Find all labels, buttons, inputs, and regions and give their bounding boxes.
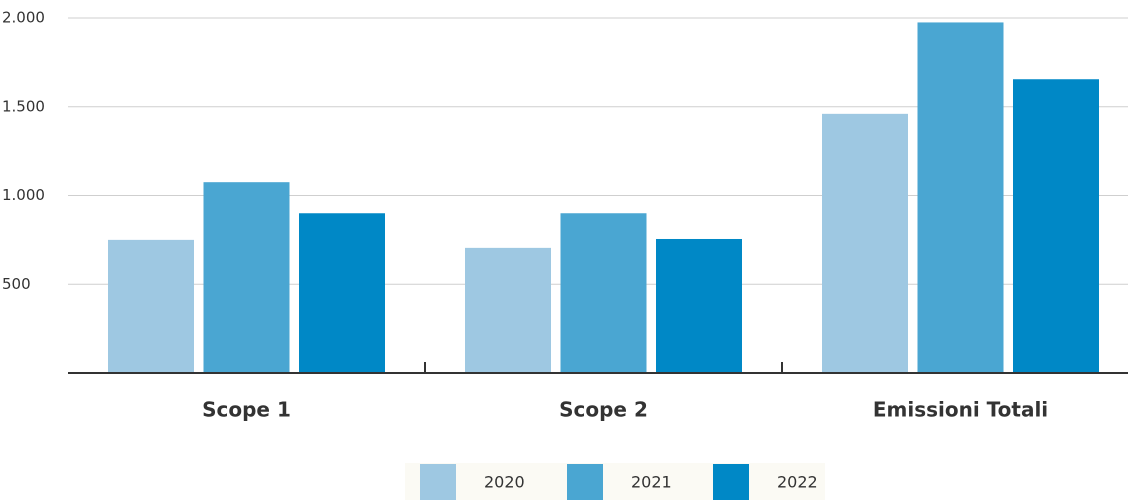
bar bbox=[203, 182, 290, 373]
bar bbox=[465, 247, 551, 373]
y-tick-label: 1.500 bbox=[2, 97, 45, 115]
y-tick-label: 1.000 bbox=[2, 186, 45, 204]
x-tick-label: Scope 2 bbox=[559, 398, 648, 422]
y-tick-label: 2.000 bbox=[2, 9, 45, 27]
legend-swatch bbox=[567, 464, 603, 500]
bar bbox=[822, 113, 908, 373]
bar bbox=[656, 238, 742, 373]
y-tick-label: 500 bbox=[2, 275, 31, 293]
legend-background bbox=[405, 463, 825, 500]
bar bbox=[1013, 79, 1099, 374]
x-tick-label: Scope 1 bbox=[202, 398, 291, 422]
legend-swatch bbox=[420, 464, 456, 500]
legend-label: 2022 bbox=[777, 473, 818, 492]
bar bbox=[299, 213, 385, 373]
legend-swatch bbox=[713, 464, 749, 500]
bar bbox=[917, 22, 1004, 373]
legend-label: 2021 bbox=[631, 473, 672, 492]
x-tick-label: Emissioni Totali bbox=[873, 398, 1048, 422]
bar bbox=[108, 239, 194, 373]
bar bbox=[560, 213, 647, 373]
legend-label: 2020 bbox=[484, 473, 525, 492]
